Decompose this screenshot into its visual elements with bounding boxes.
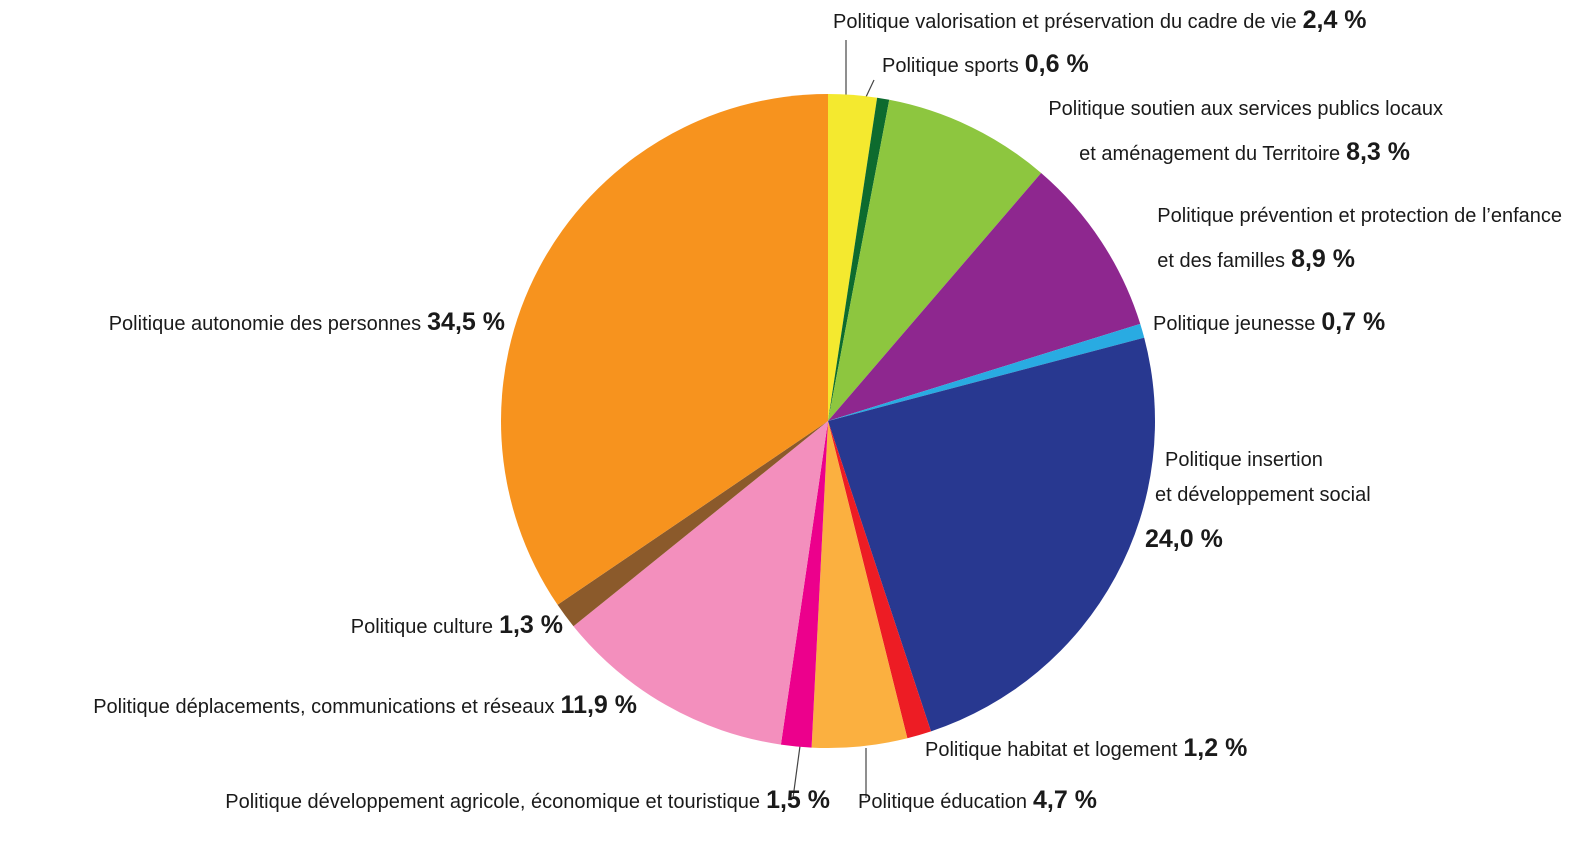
slice-label: et aménagement du Territoire 8,3 %	[1079, 138, 1410, 166]
slice-name: et aménagement du Territoire	[1079, 143, 1340, 165]
slice-label: Politique jeunesse 0,7 %	[1153, 308, 1385, 336]
pie-slice	[828, 421, 932, 739]
slice-name: Politique prévention et protection de l’…	[1157, 205, 1562, 227]
slice-name: Politique autonomie des personnes	[109, 313, 421, 335]
slice-label: Politique soutien aux services publics l…	[1048, 98, 1443, 120]
pie-slice	[828, 173, 1141, 421]
slice-label: Politique valorisation et préservation d…	[833, 6, 1367, 34]
pie-slice	[780, 421, 828, 748]
slice-name: Politique valorisation et préservation d…	[833, 11, 1297, 33]
leader-line	[792, 745, 801, 799]
slice-name: Politique habitat et logement	[925, 739, 1178, 761]
slice-label: et développement social	[1155, 484, 1371, 506]
slice-label: Politique habitat et logement 1,2 %	[925, 734, 1247, 762]
value-label: 0,7 %	[1321, 308, 1385, 336]
pie-slice	[811, 421, 908, 748]
slice-name: et des familles	[1157, 250, 1285, 272]
leader-lines	[792, 40, 875, 799]
value-label: 8,3 %	[1346, 138, 1410, 166]
value-label: 1,2 %	[1183, 734, 1247, 762]
pie-slice	[828, 99, 1042, 422]
slice-name: Politique soutien aux services publics l…	[1048, 98, 1443, 120]
pie-slice	[501, 94, 828, 605]
value-label: 0,6 %	[1025, 50, 1089, 78]
slice-name: Politique insertion	[1165, 449, 1323, 471]
slice-label: Politique éducation 4,7 %	[858, 786, 1097, 814]
slice-label: Politique développement agricole, économ…	[225, 786, 830, 814]
value-label: 1,5 %	[766, 786, 830, 814]
pie-slice	[828, 97, 890, 421]
slice-name: Politique jeunesse	[1153, 313, 1315, 335]
slice-label: Politique autonomie des personnes 34,5 %	[109, 308, 505, 336]
value-label: 24,0 %	[1145, 525, 1223, 553]
pie-slice	[828, 337, 1155, 732]
pie-slice	[828, 323, 1145, 421]
pie-slice	[557, 421, 828, 627]
value-label: 34,5 %	[427, 308, 505, 336]
value-label: 4,7 %	[1033, 786, 1097, 814]
slice-label: Politique culture 1,3 %	[351, 611, 563, 639]
slice-label: Politique prévention et protection de l’…	[1157, 205, 1562, 227]
slice-name: Politique éducation	[858, 791, 1027, 813]
value-label: 2,4 %	[1303, 6, 1367, 34]
slice-name: Politique sports	[882, 55, 1019, 77]
slice-name: Politique culture	[351, 616, 493, 638]
slice-name: Politique déplacements, communications e…	[93, 696, 554, 718]
slice-name: et développement social	[1155, 484, 1371, 506]
value-label: 1,3 %	[499, 611, 563, 639]
value-label: 11,9 %	[561, 691, 637, 719]
pie-slice	[573, 421, 828, 745]
slice-name: Politique développement agricole, économ…	[225, 791, 760, 813]
slice-label: Politique sports 0,6 %	[882, 50, 1089, 78]
slice-label: et des familles 8,9 %	[1157, 245, 1355, 273]
slice-label: Politique déplacements, communications e…	[93, 691, 637, 719]
pie-slice	[828, 94, 878, 421]
leader-line	[865, 79, 875, 98]
value-label: 8,9 %	[1291, 245, 1355, 273]
slice-label: Politique insertion	[1165, 449, 1323, 471]
